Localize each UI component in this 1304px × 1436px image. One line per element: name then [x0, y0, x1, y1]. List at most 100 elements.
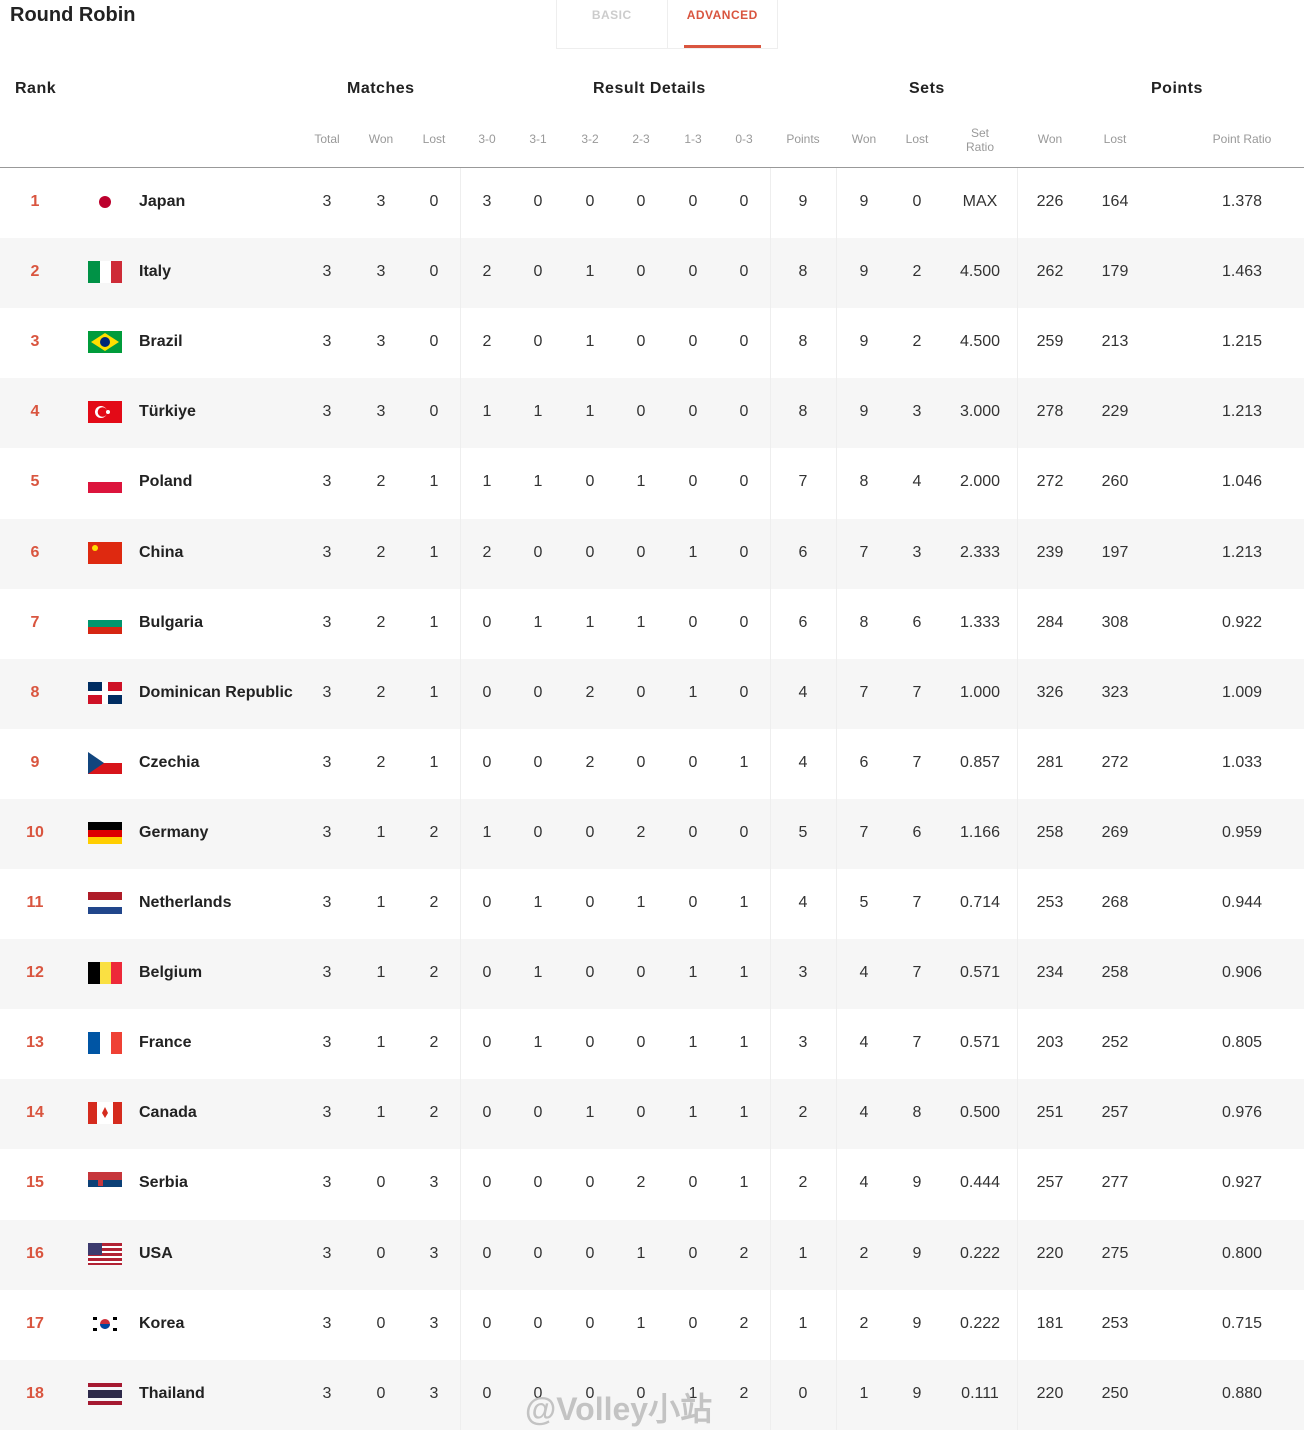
table-row[interactable]: 2 Italy 3 3 0 2 0 1 0 0 0 8 9 2 4.500 262 179 1.463 [0, 238, 1304, 309]
team-name[interactable]: Canada [139, 1104, 197, 1122]
team-name[interactable]: Korea [139, 1314, 185, 1332]
table-row[interactable]: 18 Thailand 3 0 3 0 0 0 0 1 2 0 1 9 0.111 220 250 0.880 [0, 1359, 1304, 1430]
tab-advanced[interactable]: ADVANCED [668, 0, 778, 48]
cell-3-1: 0 [533, 543, 543, 561]
table-row[interactable]: 9 Czechia 3 2 1 0 0 2 0 0 1 4 6 7 0.857 281 272 1.033 [0, 729, 1304, 799]
table-row[interactable]: 12 Belgium 3 1 2 0 1 0 0 1 1 3 4 7 0.571 234 258 0.906 [0, 939, 1304, 1010]
cell-3-0: 2 [482, 543, 492, 561]
table-row[interactable]: 16 USA 3 0 3 0 0 0 1 0 2 1 2 9 0.222 220 275 0.800 [0, 1219, 1304, 1290]
team-name[interactable]: Czechia [139, 753, 200, 771]
team-name[interactable]: USA [139, 1244, 173, 1262]
team-name[interactable]: Belgium [139, 964, 203, 982]
tab-basic[interactable]: BASIC [557, 0, 668, 48]
table-row[interactable]: 11 Netherlands 3 1 2 0 1 0 1 0 1 4 5 7 0.714 253 268 0.94… [0, 869, 1304, 939]
team-name[interactable]: Dominican Republic [139, 683, 293, 701]
header-sets: Sets [909, 80, 945, 97]
team-name[interactable]: Poland [139, 473, 193, 491]
cell-sets-lost: 2 [912, 263, 922, 281]
cell-1-3: 0 [688, 1314, 698, 1332]
cell-3-0: 1 [482, 473, 492, 491]
cell-points-won: 326 [1036, 683, 1064, 701]
cell-point-ratio: 0.927 [1221, 1174, 1263, 1192]
flag-belgium-icon [88, 962, 122, 985]
cell-2-3: 1 [636, 1314, 646, 1332]
cell-2-3: 0 [636, 263, 646, 281]
cell-3-1: 0 [533, 1314, 543, 1332]
cell-1-3: 0 [688, 894, 698, 911]
subheader-2-3: 2-3 [632, 132, 650, 146]
cell-3-1: 1 [533, 613, 543, 631]
cell-points: 4 [798, 894, 808, 911]
team-name[interactable]: Italy [139, 263, 172, 281]
table-row[interactable]: 8 Dominican Republic 3 2 1 0 0 2 0 1 0 4 7 7 1.000 326 3… [0, 658, 1304, 729]
flag-korea-icon [88, 1312, 122, 1335]
cell-points-won: 258 [1036, 823, 1064, 841]
cell-points: 6 [798, 543, 808, 561]
table-row[interactable]: 10 Germany 3 1 2 1 0 0 2 0 0 5 7 6 1.166 258 269 0.959 [0, 798, 1304, 869]
cell-sets-lost: 3 [912, 543, 922, 561]
cell-total: 3 [322, 263, 332, 281]
cell-point-ratio: 1.215 [1221, 333, 1263, 351]
cell-3-2: 0 [585, 1384, 595, 1402]
table-row[interactable]: 15 Serbia 3 0 3 0 0 0 2 0 1 2 4 9 0.444 257 277 0.927 [0, 1149, 1304, 1219]
cell-points: 1 [798, 1244, 808, 1262]
team-name[interactable]: Serbia [139, 1174, 188, 1192]
cell-won: 2 [376, 683, 386, 701]
watermark: @Volley小站 [525, 1391, 713, 1427]
team-name[interactable]: China [139, 543, 184, 561]
table-row[interactable]: 4 Türkiye 3 3 0 1 1 1 0 0 0 8 9 3 3.000 278 229 1.213 [0, 378, 1304, 449]
team-name[interactable]: Türkiye [139, 403, 196, 421]
team-name[interactable]: Bulgaria [139, 613, 204, 631]
team-name[interactable]: Japan [139, 193, 186, 210]
flag-bulgaria-icon [88, 611, 122, 634]
cell-sets-lost: 6 [912, 823, 922, 841]
cell-points-won: 234 [1036, 964, 1064, 982]
table-row[interactable]: 1 Japan 3 3 0 3 0 0 0 0 0 9 9 0 MAX 226 164 1.378 [0, 168, 1304, 238]
cell-total: 3 [322, 333, 332, 351]
cell-sets-lost: 7 [912, 753, 922, 771]
cell-points: 8 [798, 403, 808, 421]
team-name[interactable]: Brazil [139, 333, 183, 351]
team-name[interactable]: Germany [139, 823, 209, 841]
flag-japan-icon [88, 191, 122, 213]
cell-points: 2 [798, 1104, 808, 1122]
table-row[interactable]: 13 France 3 1 2 0 1 0 0 1 1 3 4 7 0.571 203 252 0.805 [0, 1009, 1304, 1079]
table-row[interactable]: 5 Poland 3 2 1 1 1 0 1 0 0 7 8 4 2.000 272 260 1.046 [0, 448, 1304, 518]
column-divider [460, 168, 461, 1430]
table-row[interactable]: 6 China 3 2 1 2 0 0 0 1 0 6 7 3 2.333 239 197 1.213 [0, 518, 1304, 589]
cell-lost: 2 [429, 894, 439, 911]
team-name[interactable]: France [139, 1034, 192, 1052]
cell-3-0: 0 [482, 1384, 492, 1402]
team-name[interactable]: Netherlands [139, 894, 232, 911]
subheader-sets-won: Won [851, 132, 877, 146]
cell-lost: 3 [429, 1384, 439, 1402]
table-row[interactable]: 17 Korea 3 0 3 0 0 0 1 0 2 1 2 9 0.222 181 253 0.715 [0, 1290, 1304, 1360]
cell-won: 1 [376, 823, 386, 841]
table-row[interactable]: 14 Canada 3 1 2 0 0 1 0 1 1 2 4 8 0.500 251 257 0.976 [0, 1079, 1304, 1150]
cell-sets-won: 7 [859, 543, 869, 561]
cell-total: 3 [322, 1314, 332, 1332]
cell-sets-won: 1 [859, 1384, 869, 1402]
cell-points: 7 [798, 473, 808, 491]
flag-turkiye-icon [88, 401, 122, 424]
header-points: Points [1151, 80, 1203, 97]
cell-total: 3 [322, 543, 332, 561]
cell-3-1: 0 [533, 683, 543, 701]
cell-points-won: 239 [1036, 543, 1064, 561]
team-name[interactable]: Thailand [139, 1384, 205, 1402]
table-row[interactable]: 3 Brazil 3 3 0 2 0 1 0 0 0 8 9 2 4.500 259 213 1.215 [0, 308, 1304, 378]
cell-total: 3 [322, 1104, 332, 1122]
cell-total: 3 [322, 823, 332, 841]
cell-points: 2 [798, 1174, 808, 1192]
cell-won: 3 [376, 333, 386, 351]
cell-3-1: 0 [533, 753, 543, 771]
cell-points: 4 [798, 683, 808, 701]
subheader-sets-lost: Lost [905, 132, 929, 146]
cell-0-3: 0 [739, 683, 749, 701]
cell-lost: 1 [429, 753, 439, 771]
flag-serbia-icon [88, 1172, 122, 1195]
cell-1-3: 0 [688, 1244, 698, 1262]
cell-sets-lost: 2 [912, 333, 922, 351]
table-row[interactable]: 7 Bulgaria 3 2 1 0 1 1 1 0 0 6 8 6 1.333 284 308 0.922 [0, 589, 1304, 659]
rank: 18 [26, 1384, 44, 1402]
